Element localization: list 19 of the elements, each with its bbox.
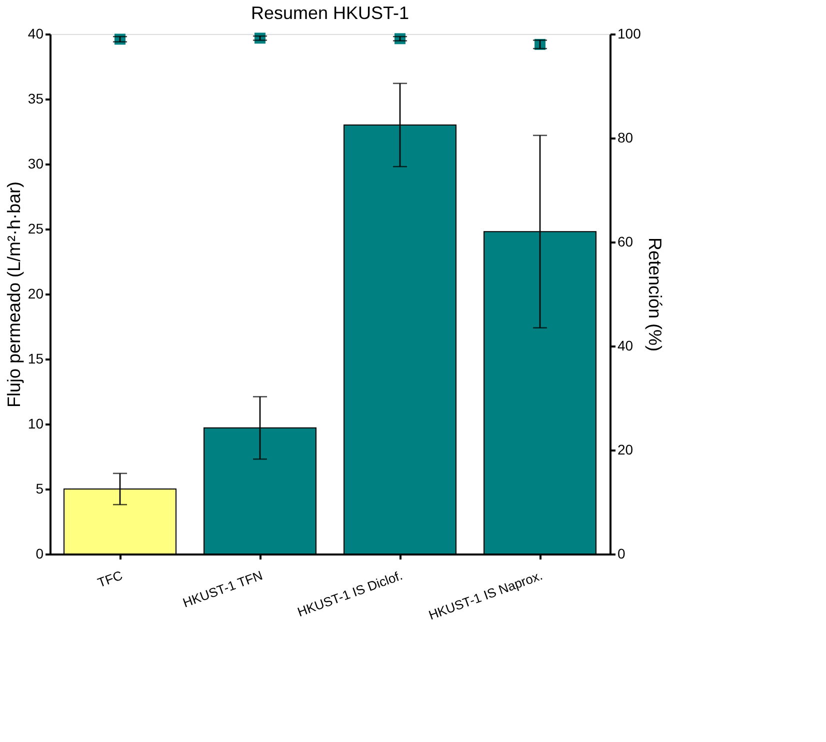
y2-tick-label: 60 [618, 234, 634, 250]
y-tick-label: 20 [28, 286, 44, 302]
y2-tick-label: 100 [618, 26, 642, 42]
y-tick-label: 30 [28, 156, 44, 172]
y-axis-title: Flujo permeado (L/m²·h·bar) [4, 181, 24, 408]
x-tick-label: TFC [96, 568, 124, 590]
y-tick-label: 25 [28, 220, 44, 236]
y2-tick-label: 40 [618, 338, 634, 354]
y-tick-label: 5 [36, 480, 44, 496]
y-tick-label: 40 [28, 26, 44, 42]
chart-title: Resumen HKUST-1 [250, 3, 410, 23]
y2-axis-title: Retención (%) [644, 237, 665, 352]
y-tick-label: 15 [28, 350, 44, 366]
y2-tick-label: 80 [618, 130, 634, 146]
y-tick-label: 35 [28, 90, 44, 106]
y-tick-label: 0 [36, 546, 44, 562]
y-tick-label: 10 [28, 416, 44, 432]
y2-tick-label: 0 [618, 546, 626, 562]
y2-tick-label: 20 [618, 442, 634, 458]
